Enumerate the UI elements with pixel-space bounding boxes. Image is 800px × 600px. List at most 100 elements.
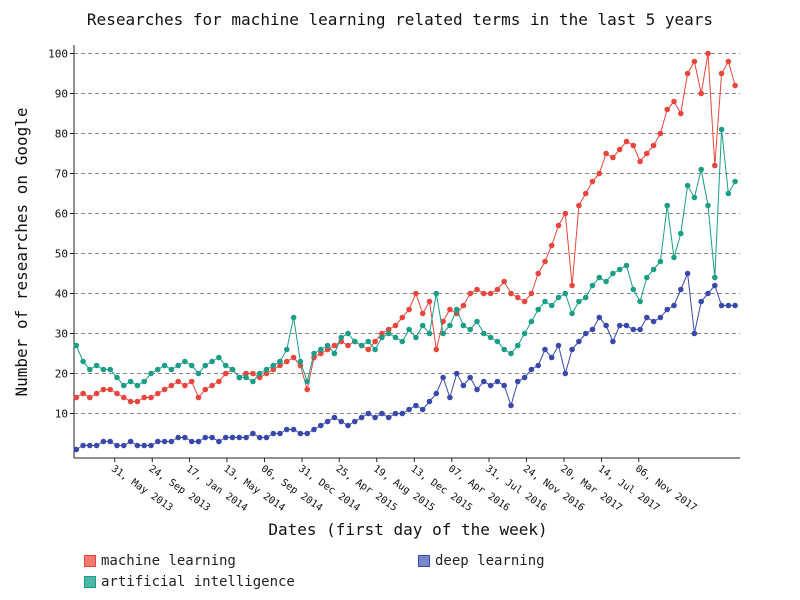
data-point-machine-learning[interactable] — [732, 82, 738, 89]
data-point-deep-learning[interactable] — [582, 330, 589, 337]
data-point-deep-learning[interactable] — [222, 434, 229, 441]
data-point-deep-learning[interactable] — [209, 434, 215, 441]
data-point-machine-learning[interactable] — [256, 374, 263, 381]
data-point-machine-learning[interactable] — [385, 326, 392, 333]
data-point-deep-learning[interactable] — [134, 442, 141, 449]
data-point-artificial-intelligence[interactable] — [725, 190, 732, 197]
data-point-deep-learning[interactable] — [644, 314, 650, 321]
data-point-artificial-intelligence[interactable] — [73, 342, 80, 349]
data-point-artificial-intelligence[interactable] — [494, 338, 501, 345]
data-point-machine-learning[interactable] — [589, 178, 596, 185]
data-point-artificial-intelligence[interactable] — [161, 362, 168, 369]
data-point-artificial-intelligence[interactable] — [691, 194, 698, 201]
data-point-machine-learning[interactable] — [657, 130, 664, 137]
data-point-artificial-intelligence[interactable] — [331, 350, 338, 357]
data-point-machine-learning[interactable] — [718, 70, 725, 77]
data-point-machine-learning[interactable] — [175, 378, 181, 385]
data-point-machine-learning[interactable] — [664, 106, 670, 113]
data-point-machine-learning[interactable] — [93, 390, 100, 397]
data-point-deep-learning[interactable] — [596, 314, 603, 321]
data-point-deep-learning[interactable] — [453, 370, 460, 377]
data-point-machine-learning[interactable] — [155, 390, 161, 397]
data-point-machine-learning[interactable] — [392, 322, 399, 329]
data-point-artificial-intelligence[interactable] — [195, 370, 202, 377]
data-point-deep-learning[interactable] — [365, 410, 372, 417]
data-point-artificial-intelligence[interactable] — [175, 362, 181, 369]
data-point-artificial-intelligence[interactable] — [352, 338, 358, 345]
data-point-artificial-intelligence[interactable] — [508, 350, 514, 357]
data-point-artificial-intelligence[interactable] — [141, 378, 147, 385]
data-point-machine-learning[interactable] — [542, 258, 548, 265]
data-point-machine-learning[interactable] — [188, 378, 195, 385]
data-point-machine-learning[interactable] — [141, 394, 147, 401]
data-point-machine-learning[interactable] — [324, 346, 331, 353]
data-point-artificial-intelligence[interactable] — [678, 230, 684, 237]
data-point-deep-learning[interactable] — [216, 438, 222, 445]
data-point-machine-learning[interactable] — [202, 386, 209, 393]
data-point-machine-learning[interactable] — [399, 314, 406, 321]
data-point-machine-learning[interactable] — [569, 282, 575, 289]
data-point-artificial-intelligence[interactable] — [528, 318, 535, 325]
data-point-artificial-intelligence[interactable] — [277, 358, 283, 365]
data-point-artificial-intelligence[interactable] — [650, 266, 657, 273]
data-point-machine-learning[interactable] — [562, 210, 569, 217]
data-point-deep-learning[interactable] — [202, 434, 209, 441]
data-point-machine-learning[interactable] — [195, 394, 202, 401]
data-point-deep-learning[interactable] — [121, 442, 127, 449]
data-point-machine-learning[interactable] — [318, 350, 324, 357]
data-point-artificial-intelligence[interactable] — [637, 298, 643, 305]
data-point-artificial-intelligence[interactable] — [121, 382, 127, 389]
data-point-deep-learning[interactable] — [671, 302, 677, 309]
data-point-deep-learning[interactable] — [263, 434, 270, 441]
data-point-artificial-intelligence[interactable] — [243, 374, 249, 381]
data-point-artificial-intelligence[interactable] — [589, 282, 596, 289]
data-point-deep-learning[interactable] — [243, 434, 249, 441]
data-point-machine-learning[interactable] — [637, 158, 643, 165]
data-point-deep-learning[interactable] — [718, 302, 725, 309]
data-point-artificial-intelligence[interactable] — [399, 338, 406, 345]
data-point-machine-learning[interactable] — [535, 270, 541, 277]
data-point-deep-learning[interactable] — [650, 318, 657, 325]
data-point-artificial-intelligence[interactable] — [684, 182, 691, 189]
data-point-deep-learning[interactable] — [576, 338, 582, 345]
data-point-machine-learning[interactable] — [270, 366, 277, 373]
data-point-artificial-intelligence[interactable] — [168, 366, 175, 373]
data-point-artificial-intelligence[interactable] — [263, 366, 270, 373]
data-point-deep-learning[interactable] — [127, 438, 134, 445]
data-point-artificial-intelligence[interactable] — [250, 378, 256, 385]
data-point-deep-learning[interactable] — [542, 346, 548, 353]
data-point-artificial-intelligence[interactable] — [365, 338, 372, 345]
data-point-deep-learning[interactable] — [352, 418, 358, 425]
data-point-artificial-intelligence[interactable] — [487, 334, 494, 341]
data-point-deep-learning[interactable] — [345, 422, 351, 429]
data-point-artificial-intelligence[interactable] — [535, 306, 541, 313]
data-point-machine-learning[interactable] — [515, 294, 521, 301]
data-point-artificial-intelligence[interactable] — [481, 330, 487, 337]
data-point-artificial-intelligence[interactable] — [664, 202, 670, 209]
data-point-artificial-intelligence[interactable] — [718, 126, 725, 133]
data-point-deep-learning[interactable] — [100, 438, 107, 445]
data-point-machine-learning[interactable] — [365, 346, 372, 353]
data-point-artificial-intelligence[interactable] — [256, 370, 263, 377]
data-point-machine-learning[interactable] — [528, 290, 535, 297]
data-point-artificial-intelligence[interactable] — [358, 342, 365, 349]
data-point-deep-learning[interactable] — [705, 290, 711, 297]
data-point-artificial-intelligence[interactable] — [284, 346, 290, 353]
legend-item-deep-learning[interactable]: deep learning — [418, 553, 545, 569]
data-point-deep-learning[interactable] — [277, 430, 283, 437]
data-point-machine-learning[interactable] — [426, 298, 433, 305]
data-point-artificial-intelligence[interactable] — [209, 358, 215, 365]
data-point-artificial-intelligence[interactable] — [732, 178, 738, 185]
data-point-artificial-intelligence[interactable] — [372, 346, 378, 353]
data-point-deep-learning[interactable] — [494, 378, 501, 385]
data-point-deep-learning[interactable] — [236, 434, 243, 441]
data-point-machine-learning[interactable] — [263, 370, 270, 377]
data-point-deep-learning[interactable] — [195, 438, 202, 445]
data-point-deep-learning[interactable] — [508, 402, 514, 409]
data-point-deep-learning[interactable] — [528, 366, 535, 373]
data-point-deep-learning[interactable] — [698, 298, 704, 305]
data-point-machine-learning[interactable] — [222, 370, 229, 377]
data-point-machine-learning[interactable] — [87, 394, 93, 401]
legend-item-artificial-intelligence[interactable]: artificial intelligence — [84, 574, 295, 590]
data-point-artificial-intelligence[interactable] — [474, 318, 480, 325]
